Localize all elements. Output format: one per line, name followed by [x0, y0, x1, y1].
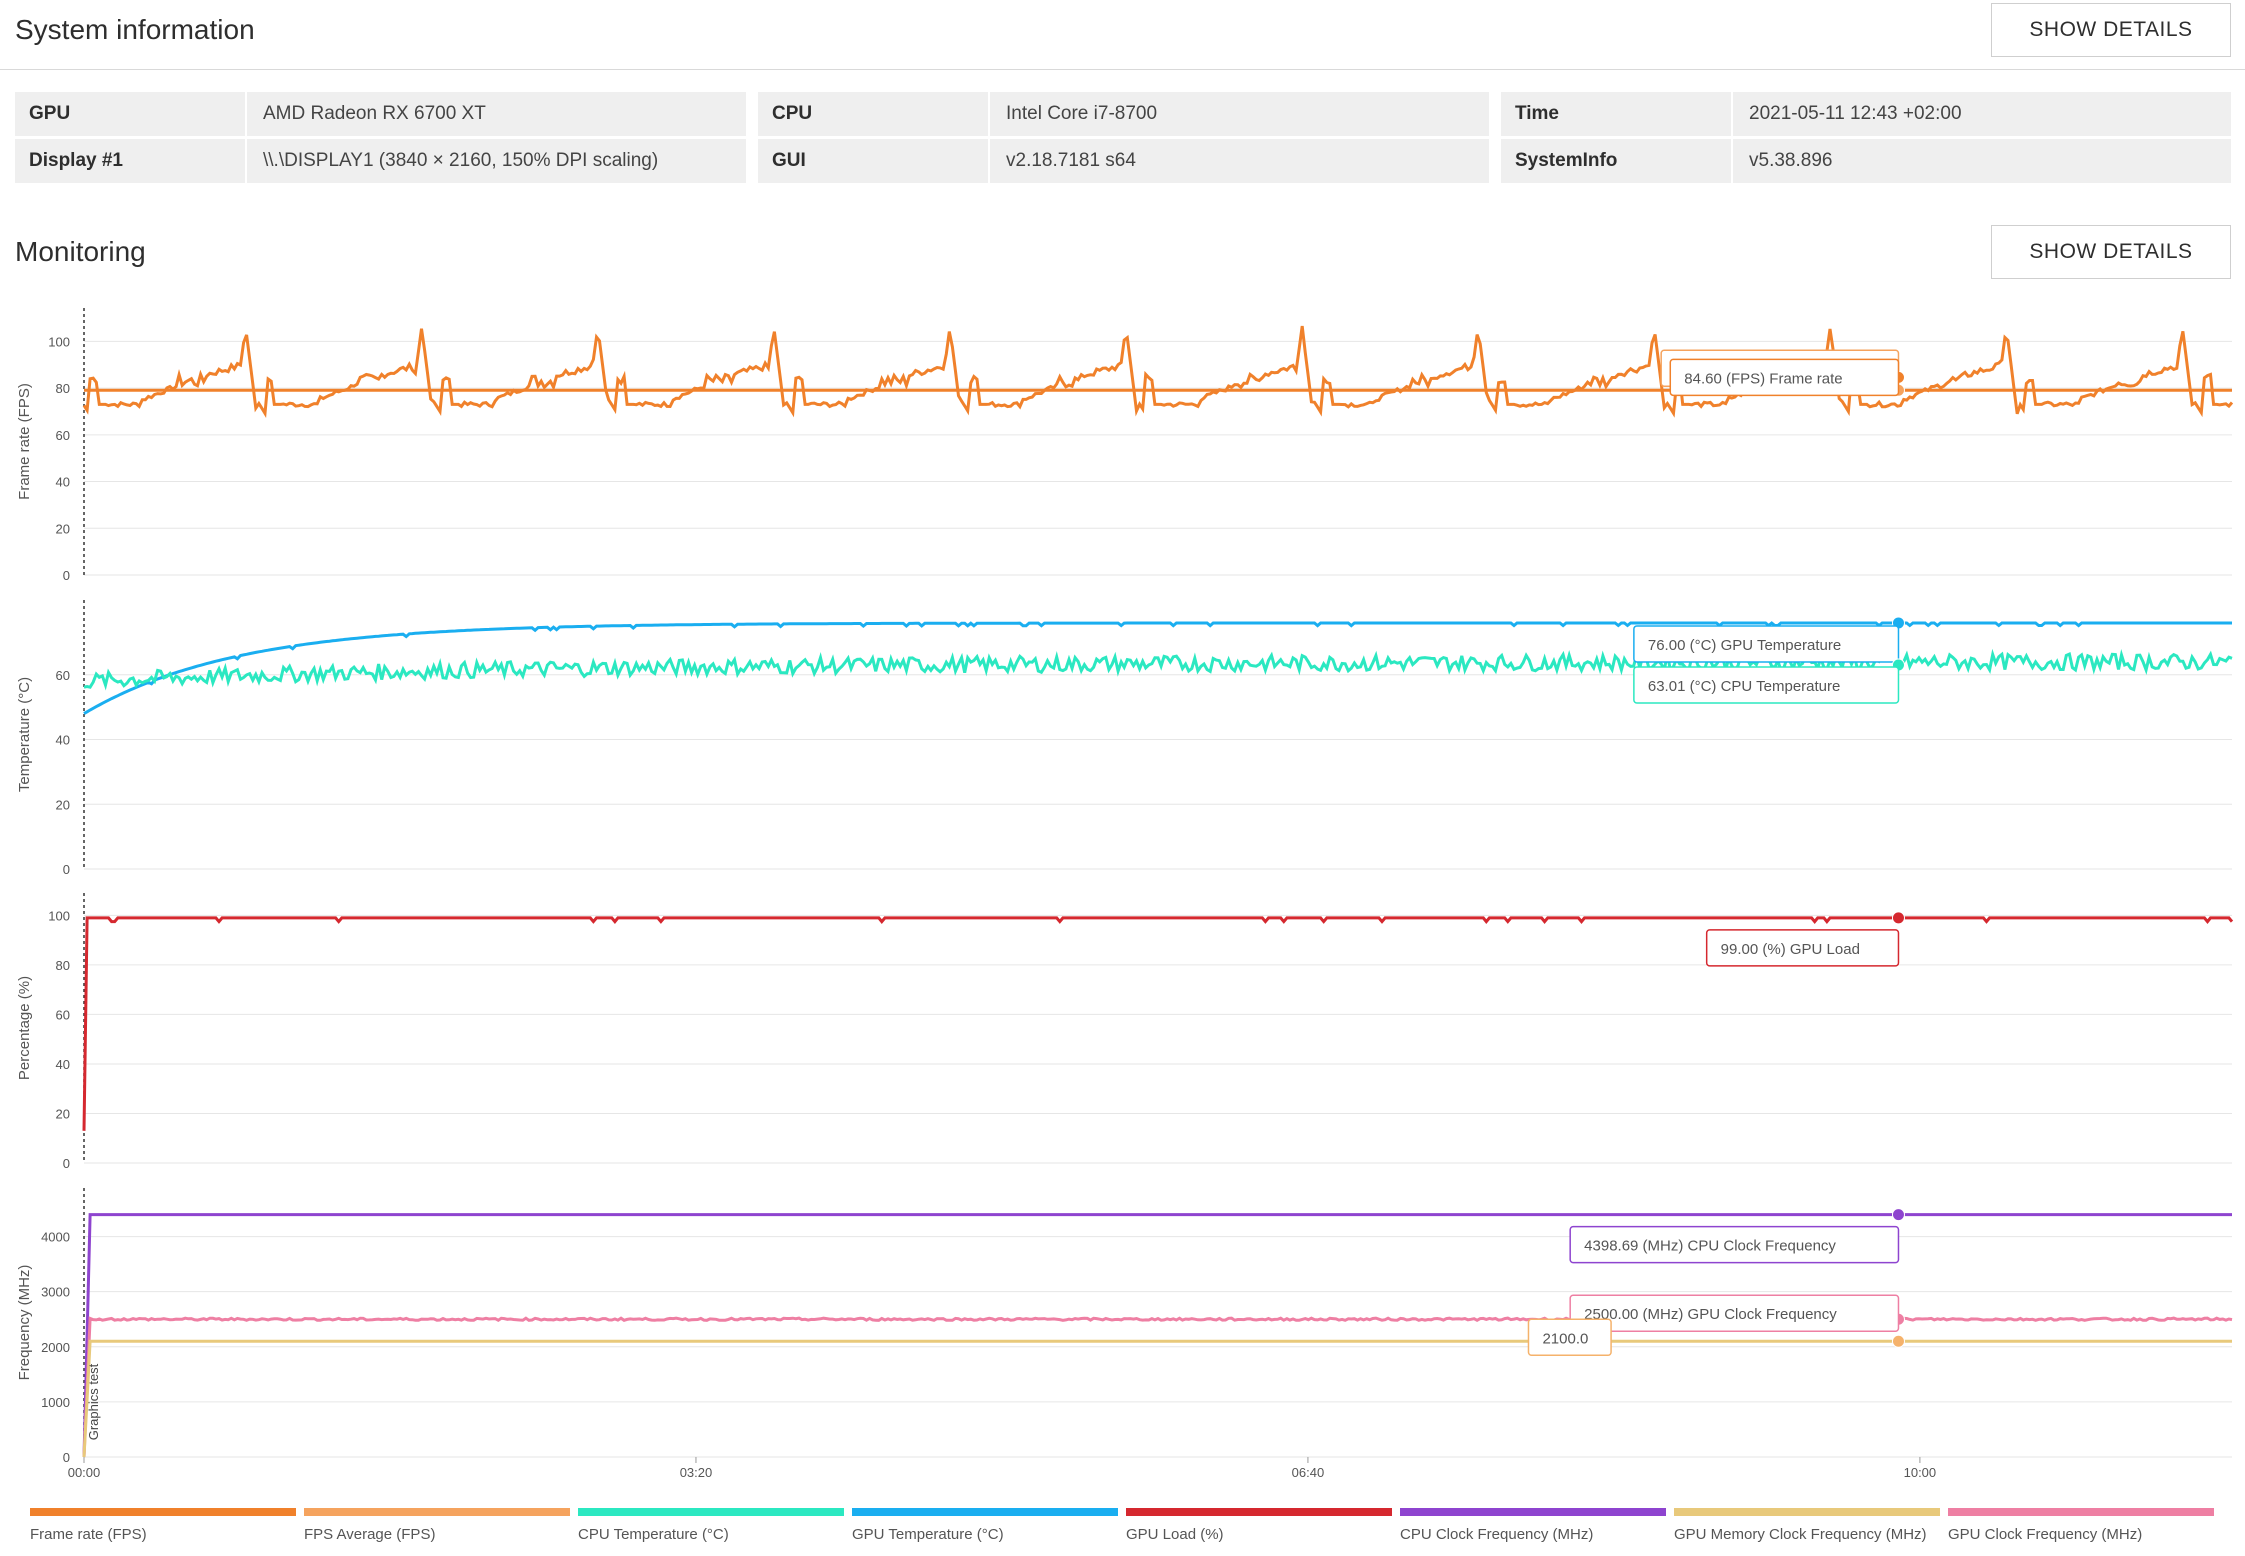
time-value: 2021-05-11 12:43 +02:00 [1733, 92, 2231, 136]
section-divider [0, 69, 2245, 70]
legend-item[interactable]: GPU Load (%) [1126, 1508, 1392, 1544]
legend-swatch [852, 1508, 1118, 1516]
tooltip-label: 2500.00 (MHz) GPU Clock Frequency [1584, 1306, 1837, 1323]
legend-swatch [30, 1508, 296, 1516]
legend-swatch [1674, 1508, 1940, 1516]
tooltip-box [1705, 929, 1900, 967]
tooltip-box [1569, 1294, 1900, 1332]
y-tick-label: 0 [63, 862, 70, 877]
monitoring-title: Monitoring [15, 236, 146, 267]
legend-swatch [1948, 1508, 2214, 1516]
y-axis-label: Frequency (MHz) [16, 1265, 33, 1381]
series-line-cpu-clock-frequency-mhz- [82, 1213, 2232, 1458]
legend-item[interactable]: Frame rate (FPS) [30, 1508, 296, 1544]
legend-label: GPU Memory Clock Frequency (MHz) [1674, 1526, 1927, 1543]
tooltip-label: 2100.0 [1542, 1330, 1588, 1347]
y-tick-label: 20 [56, 797, 70, 812]
y-tick-label: 40 [56, 733, 70, 748]
legend-item[interactable]: GPU Temperature (°C) [852, 1508, 1118, 1544]
cursor-dot [1891, 1334, 1905, 1348]
y-tick-label: 0 [63, 1156, 70, 1171]
series-line-frame-rate-fps- [82, 325, 2234, 418]
y-axis-label: Temperature (°C) [16, 677, 33, 792]
time-key: Time [1501, 92, 1731, 136]
y-tick-label: 60 [56, 1007, 70, 1022]
y-tick-label: 60 [56, 428, 70, 443]
tooltip-box [1569, 1225, 1900, 1264]
legend-swatch [1400, 1508, 1666, 1516]
y-tick-label: 2000 [41, 1340, 70, 1355]
legend-item[interactable]: CPU Clock Frequency (MHz) [1400, 1508, 1666, 1544]
y-tick-label: 100 [48, 908, 70, 923]
gui-key: GUI [758, 139, 988, 183]
y-tick-label: 20 [56, 1106, 70, 1121]
x-tick-label: 06:40 [1292, 1465, 1325, 1480]
cursor-dot [1891, 1208, 1905, 1222]
x-tick-label: 10:00 [1904, 1465, 1937, 1480]
legend-label: FPS Average (FPS) [304, 1526, 436, 1543]
y-tick-label: 40 [56, 475, 70, 490]
y-tick-label: 60 [56, 668, 70, 683]
x-tick-label: 03:20 [680, 1465, 713, 1480]
legend-label: CPU Temperature (°C) [578, 1526, 729, 1543]
legend-item[interactable]: CPU Temperature (°C) [578, 1508, 844, 1544]
legend-item[interactable]: GPU Memory Clock Frequency (MHz) [1674, 1508, 1940, 1544]
legend-label: CPU Clock Frequency (MHz) [1400, 1526, 1594, 1543]
series-line-gpu-load- [82, 916, 2234, 1131]
legend-swatch [1126, 1508, 1392, 1516]
system-show-details-button[interactable]: SHOW DETAILS [1991, 3, 2231, 57]
legend-label: GPU Load (%) [1126, 1526, 1224, 1543]
cursor-dot [1891, 911, 1905, 925]
legend-item[interactable]: GPU Clock Frequency (MHz) [1948, 1508, 2214, 1544]
y-tick-label: 4000 [41, 1230, 70, 1245]
display-value: \\.\DISPLAY1 (3840 × 2160, 150% DPI scal… [247, 139, 746, 183]
gpu-key: GPU [15, 92, 245, 136]
y-axis-label: Frame rate (FPS) [16, 383, 33, 500]
gui-value: v2.18.7181 s64 [990, 139, 1489, 183]
x-tick-label: 00:00 [68, 1465, 101, 1480]
series-line-gpu-clock-frequency-mhz- [82, 1316, 2233, 1458]
legend-swatch [578, 1508, 844, 1516]
gpu-value: AMD Radeon RX 6700 XT [247, 92, 746, 136]
tooltip-box [1633, 625, 1900, 663]
series-line-cpu-temperature-c- [83, 648, 2233, 691]
display-key: Display #1 [15, 139, 245, 183]
systeminfo-key: SystemInfo [1501, 139, 1731, 183]
y-tick-label: 1000 [41, 1395, 70, 1410]
tooltip-label: 63.01 (°C) CPU Temperature [1648, 678, 1840, 695]
system-information-title: System information [15, 14, 255, 45]
tooltip-box [1633, 666, 1900, 704]
y-tick-label: 80 [56, 381, 70, 396]
y-tick-label: 0 [63, 568, 70, 583]
y-tick-label: 20 [56, 521, 70, 536]
tooltip-label: 99.00 (%) GPU Load [1721, 941, 1860, 958]
y-tick-label: 80 [56, 958, 70, 973]
cpu-key: CPU [758, 92, 988, 136]
y-axis-label: Percentage (%) [16, 976, 33, 1080]
legend-label: Frame rate (FPS) [30, 1526, 147, 1543]
y-tick-label: 0 [63, 1450, 70, 1465]
cpu-value: Intel Core i7-8700 [990, 92, 1489, 136]
legend-swatch [304, 1508, 570, 1516]
tooltip-box [1527, 1318, 1612, 1357]
monitoring-show-details-button[interactable]: SHOW DETAILS [1991, 225, 2231, 279]
legend-label: GPU Temperature (°C) [852, 1526, 1004, 1543]
series-line-gpu-temperature-c- [83, 621, 2232, 715]
series-line-gpu-memory-clock-frequency-mhz- [82, 1339, 2232, 1458]
tooltip-label: 84.60 (FPS) Frame rate [1684, 370, 1842, 387]
legend-item[interactable]: FPS Average (FPS) [304, 1508, 570, 1544]
legend-label: GPU Clock Frequency (MHz) [1948, 1526, 2143, 1543]
tooltip-box [1669, 358, 1900, 397]
tooltip-label: 76.00 (°C) GPU Temperature [1648, 637, 1841, 654]
graphics-test-marker: Graphics test [86, 1363, 101, 1440]
systeminfo-value: v5.38.896 [1733, 139, 2231, 183]
y-tick-label: 40 [56, 1057, 70, 1072]
y-tick-label: 3000 [41, 1285, 70, 1300]
tooltip-label: 4398.69 (MHz) CPU Clock Frequency [1584, 1238, 1836, 1255]
y-tick-label: 100 [48, 334, 70, 349]
